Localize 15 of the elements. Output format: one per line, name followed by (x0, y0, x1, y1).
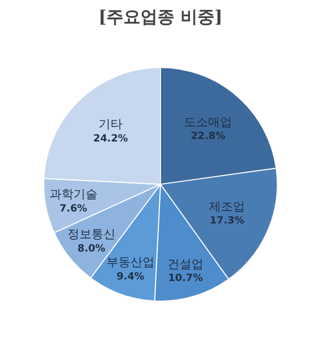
chart-title: [주요업종 비중] (98, 8, 223, 28)
data-label: 17.3% (210, 216, 244, 227)
data-label: 24.2% (93, 133, 128, 144)
slice-label: 제조업 (209, 199, 246, 214)
data-label: 8.0% (78, 243, 106, 254)
slice-label: 과학기술 (49, 187, 98, 202)
slice-label: 도소매업 (184, 114, 232, 129)
data-label: 9.4% (116, 271, 144, 282)
data-label: 7.6% (59, 204, 88, 215)
data-label: 22.8% (190, 131, 226, 142)
slice-label: 기타 (98, 117, 123, 132)
slice-label: 건설업 (168, 256, 204, 271)
data-label: 10.7% (168, 273, 203, 284)
slice-label: 부동산업 (106, 255, 154, 270)
slice-label: 정보통신 (67, 226, 116, 241)
